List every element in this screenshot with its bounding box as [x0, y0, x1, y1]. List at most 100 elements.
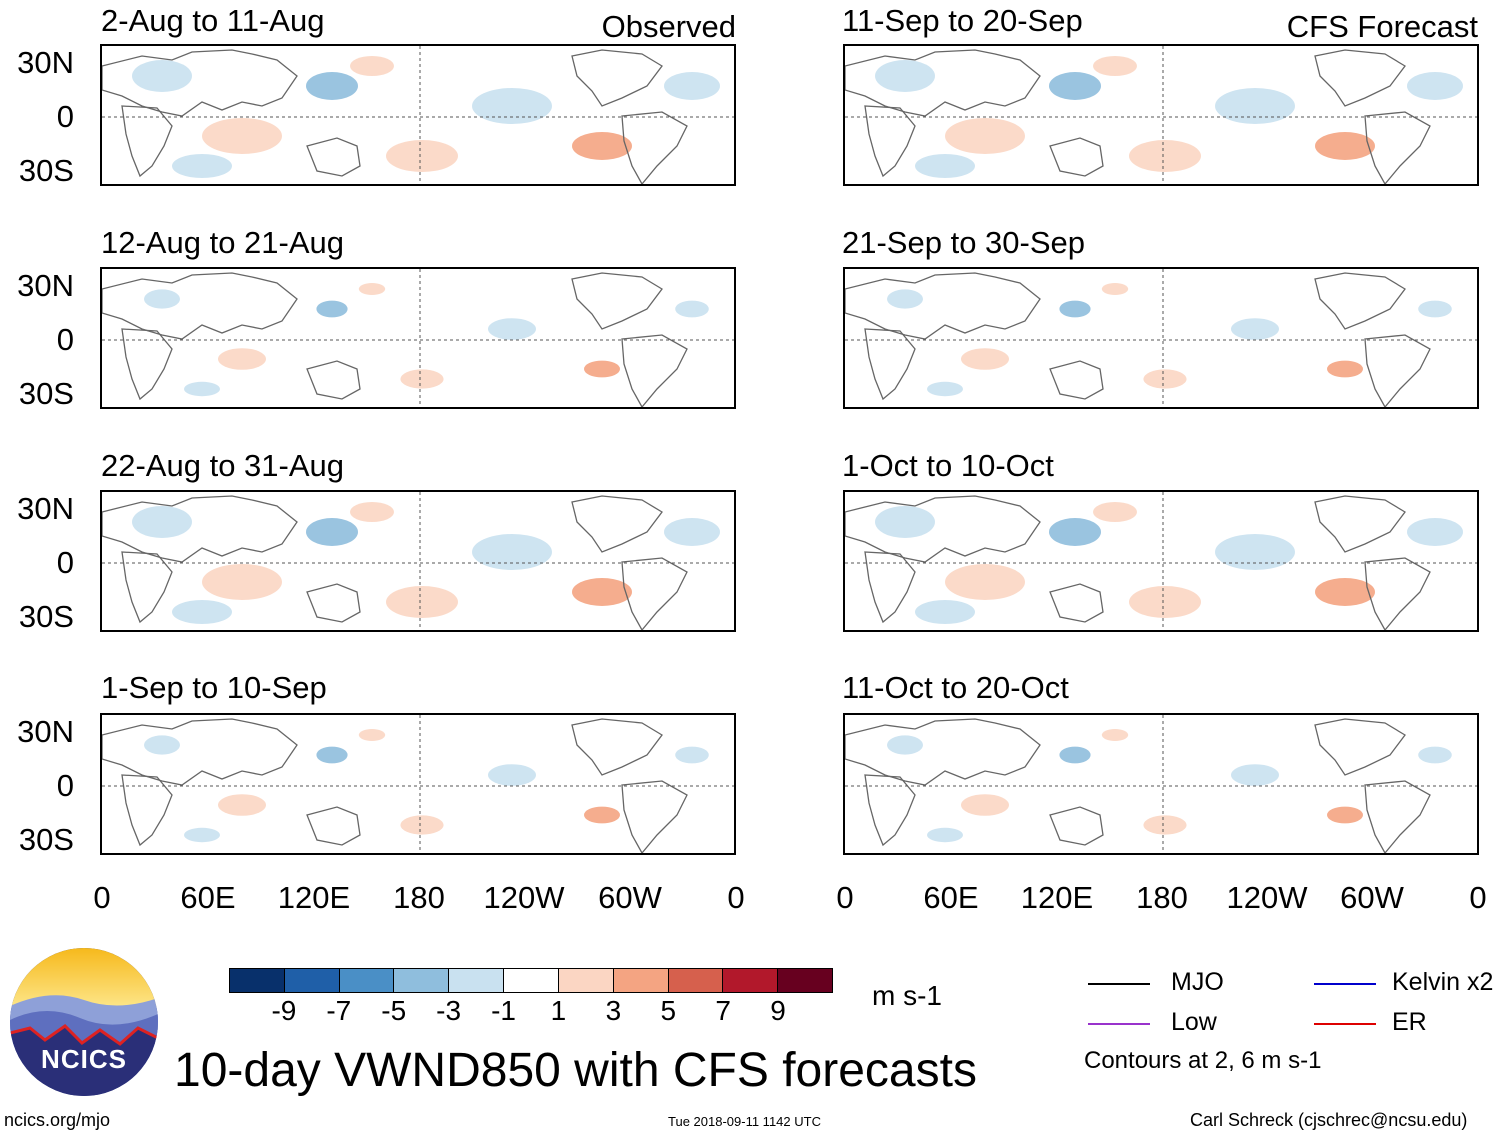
- coastline: [306, 137, 361, 177]
- coastline: [864, 328, 916, 401]
- legend-mjo-line: [1088, 983, 1150, 985]
- y-label-0: 0: [56, 768, 74, 803]
- anomaly-patch: [306, 72, 358, 100]
- coastline: [864, 551, 916, 624]
- observed-map-2: [100, 267, 736, 409]
- anomaly-patch: [1327, 360, 1363, 378]
- observed-map-1: [100, 44, 736, 186]
- legend-er-label: ER: [1392, 1008, 1427, 1036]
- anomaly-patch: [1143, 369, 1187, 389]
- anomaly-patch: [472, 88, 552, 124]
- anomaly-patch: [961, 348, 1009, 370]
- forecast-header: CFS Forecast: [1286, 9, 1478, 44]
- coastline: [571, 272, 663, 330]
- colorbar-swatch: [613, 969, 669, 992]
- footer-url[interactable]: ncics.org/mjo: [4, 1110, 111, 1130]
- anomaly-patch: [184, 381, 220, 397]
- coastline: [1049, 360, 1104, 400]
- coastline: [845, 49, 1041, 117]
- observed-header: Observed: [601, 9, 736, 44]
- observed-map-4: [100, 713, 736, 855]
- y-label-30n: 30N: [17, 491, 74, 526]
- coastline: [1364, 557, 1431, 630]
- anomaly-patch: [675, 746, 709, 764]
- anomaly-patch: [1049, 72, 1101, 100]
- anomaly-patch: [584, 360, 620, 378]
- anomaly-patch: [1327, 806, 1363, 824]
- anomaly-patch: [358, 283, 386, 295]
- anomaly-patch: [488, 318, 536, 340]
- anomaly-patch: [144, 735, 180, 755]
- footer-author: Carl Schreck (cjschrec@ncsu.edu): [1190, 1110, 1468, 1130]
- anomaly-patch: [306, 518, 358, 546]
- coastline: [1364, 334, 1431, 407]
- coastline: [1049, 806, 1104, 846]
- anomaly-patch: [945, 118, 1025, 154]
- anomaly-patch: [887, 289, 923, 309]
- observed-panel-4-title: 1-Sep to 10-Sep: [101, 670, 327, 705]
- anomaly-patch: [1093, 502, 1137, 522]
- anomaly-patch: [1059, 300, 1091, 318]
- anomaly-patch: [915, 600, 975, 624]
- x-label-60e: 60E: [180, 880, 236, 915]
- coastline: [121, 105, 173, 178]
- footer-timestamp: Tue 2018-09-11 1142 UTC: [668, 1114, 821, 1129]
- anomaly-patch: [1101, 729, 1129, 741]
- forecast-map-2: [843, 267, 1479, 409]
- map-field: [845, 715, 1477, 853]
- colorbar-swatch: [230, 969, 285, 992]
- legend-low-label: Low: [1171, 1008, 1217, 1036]
- anomaly-patch: [386, 140, 458, 172]
- anomaly-patch: [1059, 746, 1091, 764]
- map-field: [102, 492, 734, 630]
- coastline: [102, 718, 298, 786]
- colorbar-tick: 5: [660, 995, 677, 1026]
- anomaly-patch: [218, 348, 266, 370]
- ncics-logo[interactable]: NCICS: [10, 948, 158, 1096]
- anomaly-patch: [172, 600, 232, 624]
- anomaly-patch: [400, 369, 444, 389]
- anomaly-patch: [1049, 518, 1101, 546]
- anomaly-patch: [172, 154, 232, 178]
- anomaly-patch: [488, 764, 536, 786]
- anomaly-patch: [675, 300, 709, 318]
- anomaly-patch: [184, 827, 220, 843]
- coastline: [1314, 49, 1406, 107]
- coastline: [306, 583, 361, 623]
- coastline: [621, 334, 688, 407]
- anomaly-patch: [961, 794, 1009, 816]
- anomaly-patch: [218, 794, 266, 816]
- anomaly-patch: [945, 564, 1025, 600]
- forecast-map-3: [843, 490, 1479, 632]
- anomaly-patch: [1129, 586, 1201, 618]
- anomaly-patch: [1093, 56, 1137, 76]
- x-label-120e: 120E: [277, 880, 351, 915]
- colorbar: [229, 968, 833, 993]
- anomaly-patch: [927, 827, 963, 843]
- y-label-30n: 30N: [17, 268, 74, 303]
- map-field: [102, 715, 734, 853]
- anomaly-patch: [316, 746, 348, 764]
- x-label-0: 0: [93, 880, 111, 915]
- anomaly-patch: [316, 300, 348, 318]
- anomaly-patch: [664, 518, 720, 546]
- coastline: [571, 718, 663, 776]
- anomaly-patch: [1418, 300, 1452, 318]
- coastline: [1049, 583, 1104, 623]
- y-label-30s: 30S: [18, 376, 74, 411]
- coastline: [1314, 272, 1406, 330]
- y-label-0: 0: [56, 99, 74, 134]
- map-field: [845, 46, 1477, 184]
- coastline: [1364, 780, 1431, 853]
- coastline: [845, 495, 1041, 563]
- anomaly-patch: [1231, 318, 1279, 340]
- anomaly-patch: [1129, 140, 1201, 172]
- x-label-120e: 120E: [1020, 880, 1094, 915]
- legend-kelvin-label: Kelvin x2: [1392, 968, 1494, 996]
- colorbar-tick: -3: [436, 995, 462, 1026]
- anomaly-patch: [572, 578, 632, 606]
- legend-low-line: [1088, 1023, 1150, 1025]
- y-label-30s: 30S: [18, 153, 74, 188]
- colorbar-tick: -5: [381, 995, 407, 1026]
- anomaly-patch: [350, 502, 394, 522]
